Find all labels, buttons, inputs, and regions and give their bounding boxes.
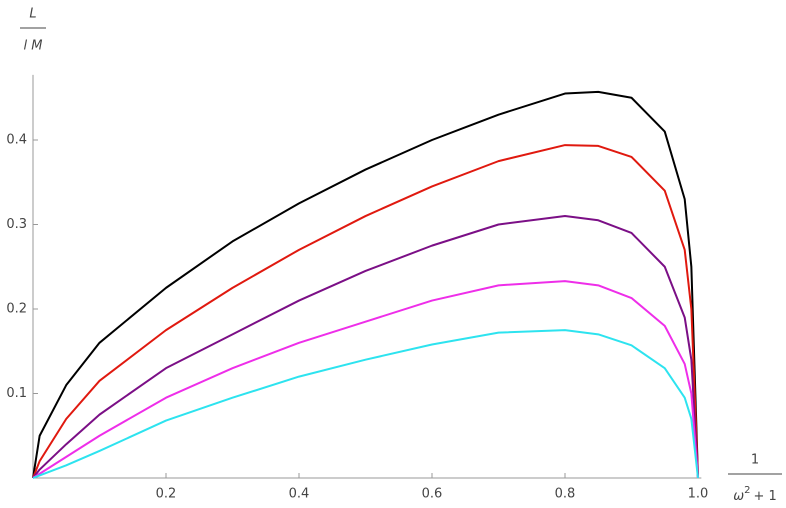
x-tick-label: 0.6 (422, 487, 443, 502)
x-label-part: 2 (744, 485, 750, 496)
x-tick-label: 1.0 (688, 487, 709, 502)
x-label-part: ω (733, 489, 744, 504)
series-line (32, 280, 699, 479)
x-label-part: + 1 (753, 489, 776, 504)
x-tick-label: 0.8 (555, 487, 576, 502)
x-tick-label: 0.4 (289, 487, 310, 502)
x-tick-label: 0.2 (156, 487, 177, 502)
y-tick-label: 0.1 (6, 386, 27, 401)
x-label-denominator: ω2 + 1 (733, 485, 777, 504)
series-line (32, 144, 699, 479)
series-line (32, 215, 699, 479)
y-label-numerator: L (29, 7, 36, 22)
series-line (32, 90, 699, 479)
y-tick-label: 0.2 (6, 302, 27, 317)
y-tick-label: 0.4 (6, 133, 27, 148)
y-label-denominator: l M (24, 39, 43, 54)
x-label-numerator: 1 (751, 453, 759, 468)
y-tick-label: 0.3 (6, 217, 27, 232)
series-line (32, 329, 699, 479)
